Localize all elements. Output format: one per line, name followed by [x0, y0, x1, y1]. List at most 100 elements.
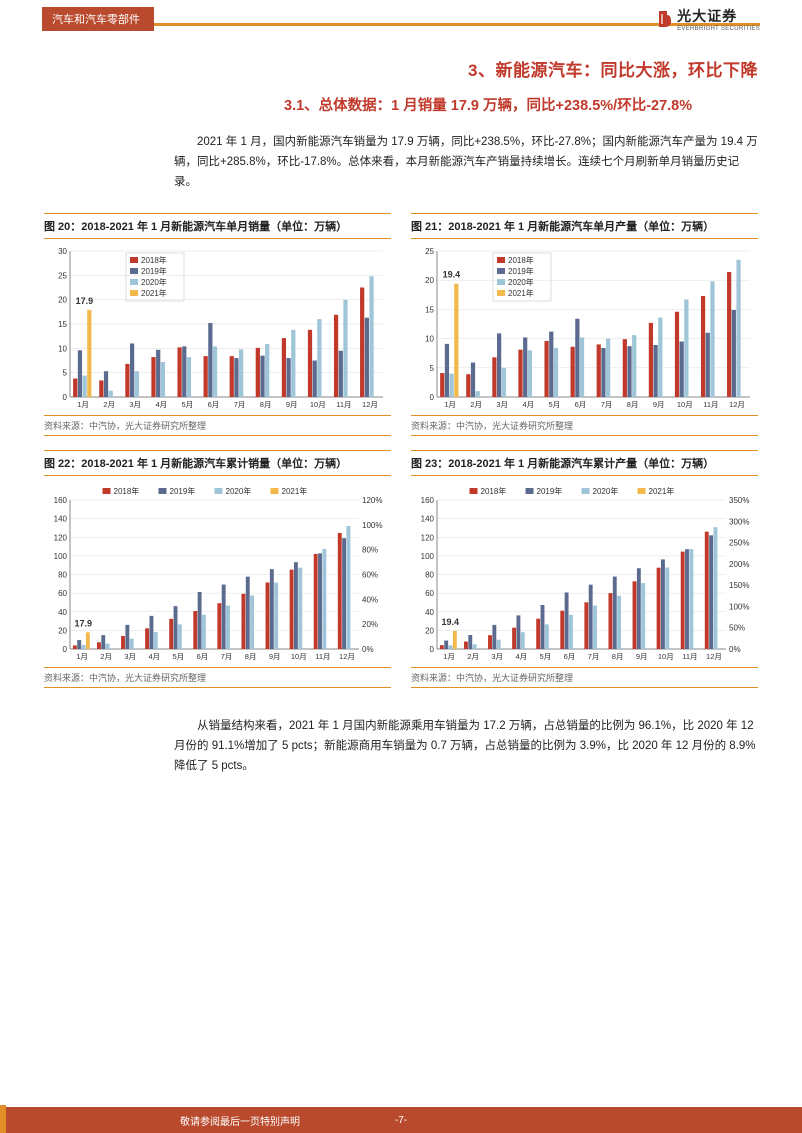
footer-disclaimer: 敬请参阅最后一页特别声明 [180, 1113, 300, 1128]
svg-text:3月: 3月 [129, 400, 141, 409]
svg-text:19.4: 19.4 [441, 616, 459, 626]
svg-text:4月: 4月 [515, 652, 527, 661]
svg-text:120: 120 [54, 533, 68, 542]
svg-text:9月: 9月 [286, 400, 298, 409]
svg-text:80: 80 [58, 570, 67, 579]
svg-text:6月: 6月 [208, 400, 220, 409]
svg-text:11月: 11月 [703, 400, 718, 409]
svg-text:17.9: 17.9 [76, 295, 94, 305]
logo-text-en: EVERBRIGHT SECURITIES [677, 26, 760, 32]
svg-text:2020年: 2020年 [508, 277, 534, 287]
page-number: -7- [395, 1115, 407, 1126]
svg-text:120%: 120% [362, 496, 382, 505]
svg-text:2019年: 2019年 [141, 266, 167, 276]
svg-text:20%: 20% [362, 620, 378, 629]
svg-text:15: 15 [58, 320, 67, 329]
svg-text:5月: 5月 [182, 400, 194, 409]
chart-22-title: 图 22：2018-2021 年 1 月新能源汽车累计销量（单位：万辆） [44, 450, 391, 476]
svg-text:6月: 6月 [197, 652, 209, 661]
svg-text:8月: 8月 [245, 652, 257, 661]
svg-text:3月: 3月 [496, 400, 508, 409]
svg-text:7月: 7月 [588, 652, 600, 661]
logo: 光大证券 EVERBRIGHT SECURITIES [657, 6, 760, 32]
chart-21-canvas: 05101520251月2月3月4月5月6月7月8月9月10月11月12月19.… [411, 243, 758, 413]
header-banner: 汽车和汽车零部件 光大证券 EVERBRIGHT SECURITIES [0, 0, 802, 38]
svg-text:2018年: 2018年 [141, 255, 167, 265]
svg-text:2020年: 2020年 [141, 277, 167, 287]
svg-text:4月: 4月 [148, 652, 160, 661]
svg-text:2021年: 2021年 [649, 486, 675, 496]
chart-20-canvas: 0510152025301月2月3月4月5月6月7月8月9月10月11月12月1… [44, 243, 391, 413]
svg-text:10月: 10月 [291, 652, 307, 661]
chart-20-title: 图 20：2018-2021 年 1 月新能源汽车单月销量（单位：万辆） [44, 213, 391, 239]
svg-text:12月: 12月 [362, 400, 378, 409]
svg-text:20: 20 [58, 295, 67, 304]
chart-23: 图 23：2018-2021 年 1 月新能源汽车累计产量（单位：万辆） 020… [411, 450, 758, 688]
category-tag: 汽车和汽车零部件 [42, 7, 154, 31]
svg-text:11月: 11月 [315, 652, 330, 661]
svg-text:40%: 40% [362, 595, 378, 604]
svg-text:5月: 5月 [173, 652, 185, 661]
svg-text:0: 0 [430, 645, 435, 654]
svg-text:160: 160 [54, 496, 68, 505]
svg-text:300%: 300% [729, 517, 749, 526]
svg-text:3月: 3月 [124, 652, 136, 661]
svg-text:9月: 9月 [653, 400, 665, 409]
svg-text:40: 40 [425, 607, 434, 616]
svg-text:10: 10 [58, 344, 67, 353]
svg-text:20: 20 [425, 276, 434, 285]
svg-text:5: 5 [430, 363, 435, 372]
svg-text:50%: 50% [729, 623, 745, 632]
svg-text:6月: 6月 [575, 400, 587, 409]
svg-text:40: 40 [58, 607, 67, 616]
svg-text:7月: 7月 [221, 652, 233, 661]
svg-text:4月: 4月 [155, 400, 167, 409]
svg-text:140: 140 [54, 514, 68, 523]
svg-text:120: 120 [421, 533, 435, 542]
chart-22-source: 资料来源：中汽协，光大证券研究所整理 [44, 667, 391, 688]
logo-icon [657, 9, 673, 29]
svg-text:12月: 12月 [339, 652, 355, 661]
charts-row-2: 图 22：2018-2021 年 1 月新能源汽车累计销量（单位：万辆） 0 20… [44, 450, 758, 688]
svg-text:30: 30 [58, 247, 67, 256]
logo-text-cn: 光大证券 [677, 8, 737, 24]
content-area: 3、新能源汽车：同比大涨，环比下降 3.1、总体数据：1 月销量 17.9 万辆… [0, 38, 802, 776]
svg-text:2018年: 2018年 [114, 486, 140, 496]
svg-text:2018年: 2018年 [481, 486, 507, 496]
svg-text:8月: 8月 [260, 400, 272, 409]
svg-text:2021年: 2021年 [508, 288, 534, 298]
svg-text:1月: 1月 [443, 652, 455, 661]
svg-text:100%: 100% [362, 520, 382, 529]
svg-text:2月: 2月 [103, 400, 115, 409]
svg-text:5月: 5月 [549, 400, 561, 409]
chart-23-source: 资料来源：中汽协，光大证券研究所整理 [411, 667, 758, 688]
svg-text:11月: 11月 [336, 400, 351, 409]
svg-text:0: 0 [430, 393, 435, 402]
svg-text:0: 0 [63, 645, 68, 654]
svg-text:10月: 10月 [677, 400, 693, 409]
svg-text:8月: 8月 [627, 400, 639, 409]
svg-text:100%: 100% [729, 602, 749, 611]
svg-text:9月: 9月 [269, 652, 281, 661]
svg-text:2019年: 2019年 [170, 486, 196, 496]
svg-text:17.9: 17.9 [74, 618, 92, 628]
paragraph-2: 从销量结构来看，2021 年 1 月国内新能源乘用车销量为 17.2 万辆，占总… [44, 716, 758, 776]
svg-text:0: 0 [63, 393, 68, 402]
svg-text:2020年: 2020年 [593, 486, 619, 496]
subsection-heading: 3.1、总体数据：1 月销量 17.9 万辆，同比+238.5%/环比-27.8… [44, 95, 758, 118]
svg-text:8月: 8月 [612, 652, 624, 661]
svg-text:60: 60 [58, 589, 67, 598]
svg-text:2019年: 2019年 [508, 266, 534, 276]
svg-text:100: 100 [54, 551, 68, 560]
svg-text:25: 25 [58, 271, 67, 280]
svg-text:2021年: 2021年 [282, 486, 308, 496]
svg-text:7月: 7月 [601, 400, 613, 409]
svg-text:12月: 12月 [729, 400, 745, 409]
svg-text:9月: 9月 [636, 652, 648, 661]
charts-row-1: 图 20：2018-2021 年 1 月新能源汽车单月销量（单位：万辆） 0 5 1… [44, 213, 758, 436]
svg-text:80: 80 [425, 570, 434, 579]
svg-text:250%: 250% [729, 538, 749, 547]
footer-accent [0, 1105, 6, 1133]
svg-text:19.4: 19.4 [443, 269, 461, 279]
chart-22: 图 22：2018-2021 年 1 月新能源汽车累计销量（单位：万辆） 0 20… [44, 450, 391, 688]
